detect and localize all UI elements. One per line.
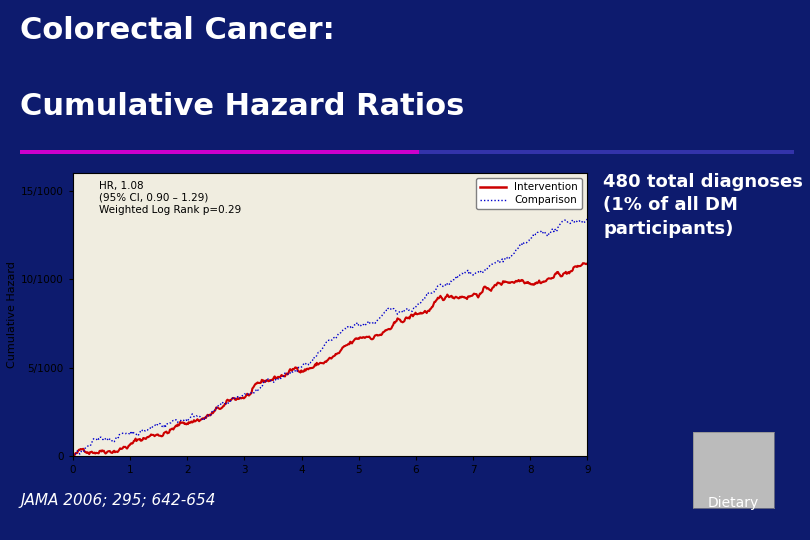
Intervention <box>159 430 168 436</box>
Line: Intervention: Intervention <box>73 263 587 456</box>
Intervention <box>411 311 421 318</box>
Y-axis label: Cumulative Hazard: Cumulative Hazard <box>6 261 17 368</box>
Intervention <box>301 367 310 374</box>
Intervention <box>582 260 592 267</box>
Text: Dietary: Dietary <box>707 496 759 510</box>
Text: JAMA 2006; 295; 642-654: JAMA 2006; 295; 642-654 <box>20 492 215 508</box>
Comparison <box>159 423 168 430</box>
Text: HR, 1.08
(95% CI, 0.90 – 1.29)
Weighted Log Rank p=0.29: HR, 1.08 (95% CI, 0.90 – 1.29) Weighted … <box>99 181 241 214</box>
Intervention <box>371 332 381 339</box>
Legend: Intervention, Comparison: Intervention, Comparison <box>475 178 582 210</box>
Intervention <box>455 294 465 300</box>
Text: 480 total diagnoses
(1% of all DM
participants): 480 total diagnoses (1% of all DM partic… <box>603 173 804 238</box>
Intervention <box>578 260 588 266</box>
Comparison <box>582 215 592 222</box>
Intervention <box>200 414 210 421</box>
Intervention <box>68 453 78 460</box>
Comparison <box>68 453 78 460</box>
Comparison <box>371 318 381 325</box>
Comparison <box>301 360 310 367</box>
Comparison <box>200 416 210 423</box>
Comparison <box>455 272 465 278</box>
Text: Cumulative Hazard Ratios: Cumulative Hazard Ratios <box>20 92 465 121</box>
Comparison <box>411 302 421 309</box>
Text: Colorectal Cancer:: Colorectal Cancer: <box>20 16 335 45</box>
Line: Comparison: Comparison <box>73 219 587 456</box>
